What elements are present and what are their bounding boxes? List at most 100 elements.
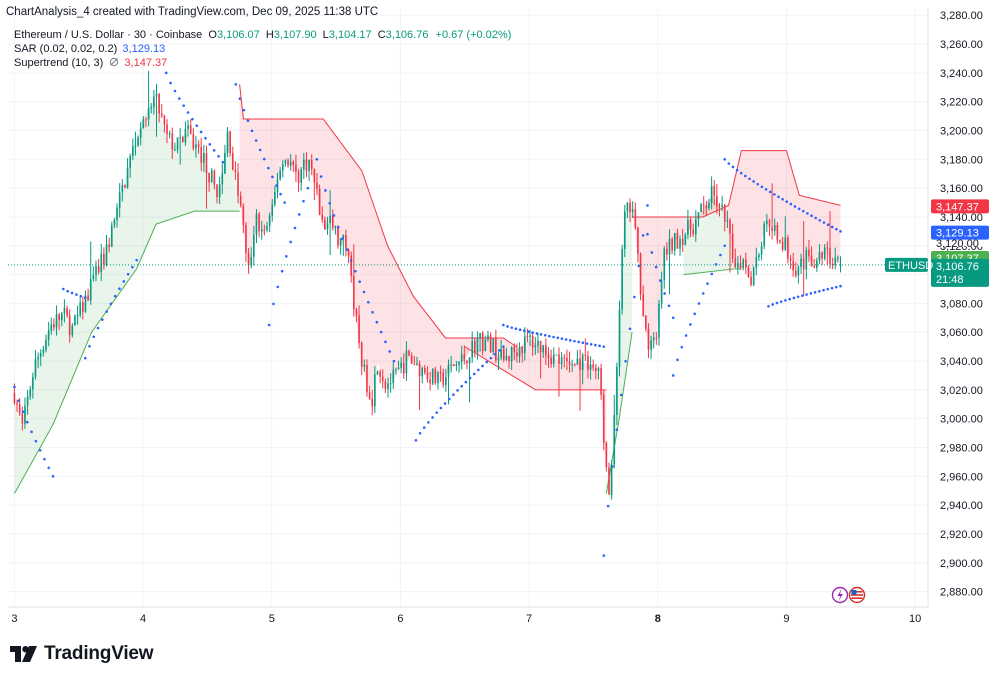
candle-body	[305, 159, 308, 172]
sar-dot	[26, 420, 29, 424]
candle-body	[466, 360, 468, 364]
candle-body	[573, 364, 576, 366]
sar-dot	[485, 360, 489, 364]
candle-body	[105, 244, 108, 265]
sar-dot	[785, 200, 789, 203]
candle-body	[374, 374, 376, 407]
candle-body	[58, 314, 60, 321]
sar-dot	[573, 339, 576, 343]
candle-body	[321, 214, 324, 220]
candle-body	[239, 195, 242, 206]
candle-body	[18, 404, 21, 414]
candle-body	[545, 345, 547, 356]
last-price-tag[interactable]	[931, 258, 989, 287]
candle-body	[805, 249, 808, 270]
candle-body	[600, 367, 602, 395]
sar-dot	[522, 329, 526, 333]
candle-body	[397, 367, 400, 370]
sar-dot	[358, 280, 362, 284]
candle-body	[381, 376, 384, 382]
sar-dot	[777, 195, 780, 199]
candle-body	[408, 350, 410, 356]
candle-body	[668, 238, 671, 255]
candle-body	[576, 358, 579, 365]
legend-sar-row[interactable]: SAR (0.02, 0.02, 0.2) 3,129.13	[14, 42, 511, 56]
candle-body	[139, 128, 142, 138]
hidden-eye-icon[interactable]	[109, 57, 119, 67]
candle-body	[713, 186, 716, 196]
sar-dot	[135, 258, 138, 262]
tradingview-logo[interactable]: TradingView	[10, 640, 154, 668]
supertrend-up-fill	[14, 101, 240, 494]
candle-body	[474, 340, 476, 353]
candle-body	[376, 371, 379, 375]
sar-dot	[710, 272, 714, 276]
candle-body	[255, 213, 258, 235]
candle-body	[729, 220, 731, 234]
sar-dot	[62, 287, 65, 291]
event-icons[interactable]	[831, 586, 866, 604]
sar-dot	[371, 310, 374, 314]
candle-body	[153, 96, 155, 108]
candle-body	[32, 376, 34, 390]
sar-dot	[779, 300, 783, 303]
candle-body	[210, 170, 213, 183]
sar-dot	[83, 356, 87, 360]
candle-body	[339, 238, 342, 246]
candle-body	[34, 359, 37, 377]
candle-body	[326, 223, 329, 230]
sar-dot	[66, 289, 70, 293]
candle-body	[389, 383, 392, 385]
candle-body	[45, 339, 47, 351]
sar-dot	[379, 330, 383, 334]
candle-body	[460, 354, 463, 363]
candle-body	[587, 355, 589, 370]
candle-body	[810, 255, 813, 267]
candle-body	[168, 133, 171, 135]
sar-tag[interactable]	[931, 225, 989, 240]
candle-body	[424, 368, 426, 373]
sar-dot	[727, 162, 731, 165]
supertrend-tag[interactable]	[931, 199, 989, 214]
candle-body	[268, 215, 271, 226]
sar-dot	[267, 323, 271, 327]
price-tick-label: 2,880.00	[940, 587, 983, 599]
candle-body	[626, 202, 629, 212]
candle-body	[318, 188, 321, 215]
sar-dot	[650, 251, 654, 254]
candle-body	[468, 357, 471, 364]
sar-dot	[760, 185, 764, 189]
sar-dot	[464, 380, 468, 384]
sar-dot	[341, 237, 344, 240]
sar-dot	[680, 345, 684, 349]
candle-body	[779, 240, 781, 242]
sar-dot	[92, 335, 96, 339]
sar-dot	[789, 202, 793, 206]
candle-body	[292, 161, 295, 165]
sar-dot	[606, 504, 610, 508]
sar-dot	[366, 300, 370, 304]
price-tick-label: 3,160.00	[940, 183, 983, 195]
symbol-tag[interactable]	[885, 257, 928, 272]
sar-dot	[663, 292, 666, 295]
candle-body	[66, 308, 68, 316]
sar-dot	[70, 291, 74, 295]
sar-dot	[79, 294, 83, 298]
candle-body	[689, 219, 692, 230]
legend-supertrend-row[interactable]: Supertrend (10, 3) 3,147.37	[14, 56, 511, 70]
sar-dot	[332, 214, 336, 217]
sar-tag-label: 3,129.13	[936, 228, 979, 240]
sar-dot	[191, 117, 194, 121]
candle-body	[605, 442, 608, 468]
candle-body	[187, 125, 189, 129]
sar-dot	[826, 287, 830, 291]
candle-body	[295, 164, 297, 172]
candle-body	[224, 152, 226, 174]
sar-dot	[164, 71, 168, 75]
symbol-title[interactable]: Ethereum / U.S. Dollar · 30 · Coinbase	[14, 29, 203, 41]
candle-body	[479, 333, 481, 338]
candle-body	[502, 348, 505, 360]
sar-dot	[345, 248, 349, 251]
price-tick-label: 3,020.00	[940, 385, 983, 397]
